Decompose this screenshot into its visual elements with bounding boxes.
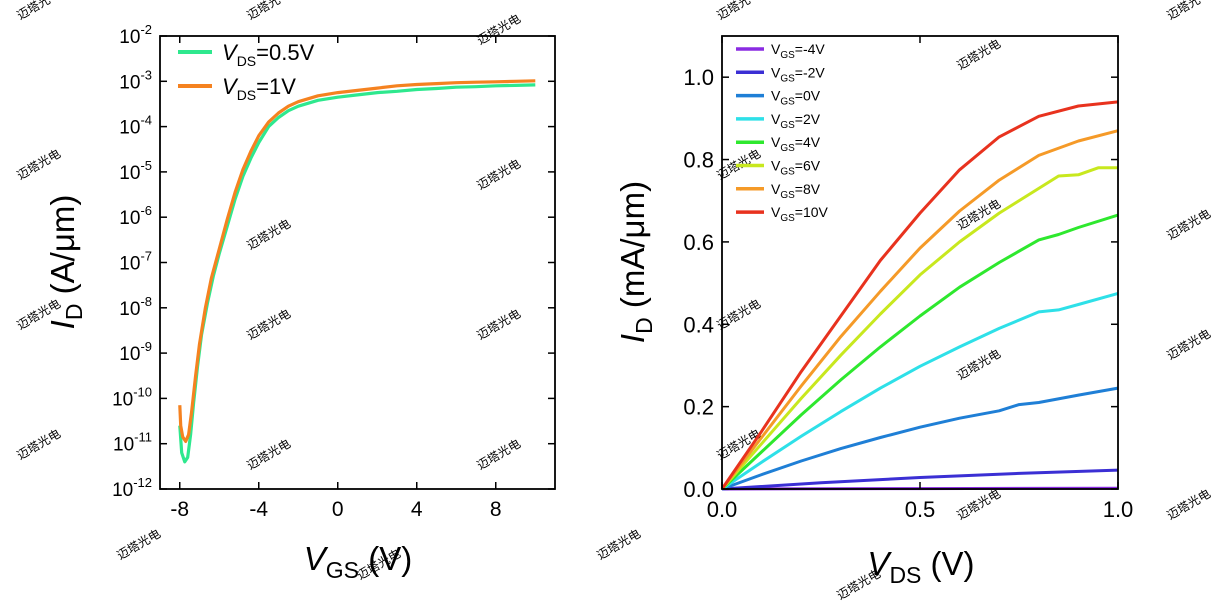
watermark-text: 迈塔光电 (955, 486, 1004, 522)
x-tick-label: 0.0 (707, 497, 738, 522)
y-tick-label: 10-11 (113, 430, 152, 456)
watermark-text: 迈塔光电 (715, 0, 764, 23)
output-curve-plot-area (720, 100, 1119, 491)
output-curve-x-ticks: 0.0 0.5 1.0 (707, 36, 1134, 522)
y-tick-label: 10-4 (119, 113, 152, 139)
y-tick-label: 0.6 (683, 230, 714, 255)
x-tick-label: 0 (332, 498, 344, 521)
x-tick-label: 8 (490, 498, 502, 521)
legend-label: VGS=10V (771, 204, 829, 224)
series-line-3 (721, 291, 1119, 491)
x-tick-label: 0.5 (905, 497, 936, 522)
watermark-text: 迈塔光电 (475, 11, 524, 47)
y-tick-label: 10-7 (119, 249, 152, 275)
watermark-text: 迈塔光电 (245, 0, 294, 23)
x-tick-label: -4 (249, 498, 268, 521)
watermark-text: 迈塔光电 (115, 526, 164, 562)
series-line-0 (178, 83, 536, 464)
transfer-curve-legend: VDS=0.5V VDS=1V (178, 40, 315, 103)
y-tick-label: 0.8 (683, 148, 714, 173)
legend-label: VGS=4V (771, 134, 821, 154)
watermark-text: 迈塔光电 (475, 306, 524, 342)
watermark-text: 迈塔光电 (15, 0, 64, 23)
transfer-curve-x-axis-label: VGS (V) (304, 540, 412, 583)
watermark-text: 迈塔光电 (245, 216, 294, 252)
legend-label: VGS=-4V (771, 41, 825, 61)
y-tick-label: 0.2 (683, 395, 714, 420)
transfer-curve-y-ticks: 10-12 10-11 10-10 10-9 10-8 10-7 10-6 10-5 10-4 1… (112, 22, 555, 501)
legend-label: VGS=6V (771, 158, 821, 178)
y-tick-label: 0.0 (683, 477, 714, 502)
y-tick-label: 10-8 (119, 294, 152, 320)
watermark-text: 迈塔光电 (1165, 0, 1214, 23)
y-tick-label: 1.0 (683, 65, 714, 90)
series-line-5 (720, 166, 1118, 490)
legend-label: VGS=0V (771, 88, 821, 108)
series-line-2 (721, 386, 1119, 491)
output-curve-x-axis-label: VDS (V) (867, 545, 974, 588)
y-tick-label: 10-10 (112, 384, 152, 410)
transfer-curve-y-axis-label: ID (A/μm) (44, 195, 87, 330)
x-tick-label: -8 (170, 498, 189, 521)
watermark-text: 迈塔光电 (1165, 486, 1214, 522)
legend-label: VDS=0.5V (222, 40, 315, 69)
x-tick-label: 4 (411, 498, 423, 521)
x-tick-label: 1.0 (1103, 497, 1134, 522)
y-tick-label: 10-9 (119, 339, 152, 365)
transfer-curve-x-ticks: -8 -4 0 4 8 (170, 36, 502, 521)
watermark-text: 迈塔光电 (475, 156, 524, 192)
watermark-text: 迈塔光电 (595, 526, 644, 562)
y-tick-label: 10-6 (119, 203, 152, 229)
watermark-text: 迈塔光电 (1165, 326, 1214, 362)
legend-label: VDS=1V (222, 74, 296, 103)
output-curve-y-axis-label: ID (mA/μm) (614, 181, 657, 343)
transfer-curve-plot-area (178, 79, 536, 464)
y-tick-label: 10-2 (119, 22, 152, 48)
watermark-text: 迈塔光电 (15, 146, 64, 182)
series-line-6 (720, 129, 1119, 490)
watermark-text: 迈塔光电 (955, 36, 1004, 72)
series-line-1 (721, 468, 1119, 491)
watermark-text: 迈塔光电 (245, 436, 294, 472)
transfer-curve-frame (159, 35, 556, 490)
y-tick-label: 10-3 (119, 67, 152, 93)
y-tick-label: 0.4 (683, 312, 714, 337)
output-curve-y-ticks: 0.0 0.2 0.4 0.6 0.8 1.0 (683, 65, 1118, 502)
output-curve-chart: 0.0 0.5 1.0 0.0 0.2 0.4 0.6 0.8 1.0 VDS (V) ID … (614, 35, 1134, 588)
series-line-4 (720, 213, 1119, 491)
watermark-text: 迈塔光电 (15, 426, 64, 462)
legend-label: VGS=2V (771, 111, 821, 131)
series-line-7 (720, 100, 1119, 490)
watermark-text: 迈塔光电 (1165, 206, 1214, 242)
watermark-text: 迈塔光电 (245, 306, 294, 342)
legend-label: VGS=8V (771, 181, 821, 201)
legend-label: VGS=-2V (771, 64, 825, 84)
watermark-text: 迈塔光电 (955, 346, 1004, 382)
output-curve-legend: VGS=-4V VGS=-2V VGS=0V VGS=2V VGS=4V VGS=6V VG… (736, 41, 829, 224)
series-line-1 (178, 79, 536, 443)
watermark-text: 迈塔光电 (475, 436, 524, 472)
y-tick-label: 10-5 (119, 158, 152, 184)
transfer-curve-chart: -8 -4 0 4 8 10-1210-1110-1010-910-810-710-61… (44, 22, 556, 583)
y-tick-label: 10-12 (112, 475, 152, 501)
